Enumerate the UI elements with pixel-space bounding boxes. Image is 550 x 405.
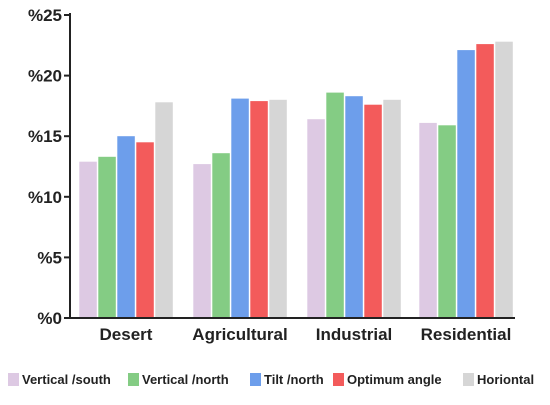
y-tick-label: %25 <box>28 6 62 25</box>
axes-layer: Desert Agricultural Industrial Residential%… <box>28 6 515 344</box>
x-tick-label: Agricultural <box>192 325 287 344</box>
bar-industrial-0 <box>307 119 325 318</box>
y-tick-label: %0 <box>37 309 62 328</box>
bar-residential-3 <box>476 44 494 318</box>
bar-desert-4 <box>155 102 173 318</box>
bar-agricultural-4 <box>269 99 287 318</box>
bar-industrial-3 <box>364 104 382 318</box>
bar-desert-1 <box>98 156 116 318</box>
bar-residential-4 <box>495 41 513 318</box>
y-tick-label: %15 <box>28 127 62 146</box>
bar-industrial-4 <box>383 99 401 318</box>
legend: Vertical /south Vertical /north Tilt /nort… <box>8 372 534 387</box>
y-tick-label: %5 <box>37 248 62 267</box>
bars-layer <box>79 41 513 319</box>
bar-agricultural-2 <box>231 98 249 318</box>
bar-agricultural-1 <box>212 153 230 318</box>
legend-label-0: Vertical /south <box>22 372 111 387</box>
legend-label-2: Tilt /north <box>264 372 324 387</box>
legend-label-3: Optimum angle <box>347 372 442 387</box>
x-tick-label: Industrial <box>316 325 393 344</box>
legend-swatch-3 <box>333 373 344 386</box>
y-tick-label: %20 <box>28 67 62 86</box>
legend-swatch-0 <box>8 373 19 386</box>
bar-industrial-1 <box>326 92 344 318</box>
bar-desert-2 <box>117 136 135 318</box>
bar-residential-0 <box>419 122 437 319</box>
x-tick-label: Residential <box>421 325 512 344</box>
legend-label-4: Horiontal <box>477 372 534 387</box>
legend-label-1: Vertical /north <box>142 372 229 387</box>
bar-agricultural-0 <box>193 164 211 318</box>
bar-desert-3 <box>136 142 154 318</box>
bar-agricultural-3 <box>250 101 268 318</box>
legend-swatch-1 <box>128 373 139 386</box>
legend-swatch-4 <box>463 373 474 386</box>
legend-swatch-2 <box>250 373 261 386</box>
bar-residential-2 <box>457 50 475 318</box>
bar-industrial-2 <box>345 96 363 318</box>
bar-desert-0 <box>79 161 97 318</box>
x-tick-label: Desert <box>100 325 153 344</box>
bar-residential-1 <box>438 125 456 318</box>
y-tick-label: %10 <box>28 188 62 207</box>
